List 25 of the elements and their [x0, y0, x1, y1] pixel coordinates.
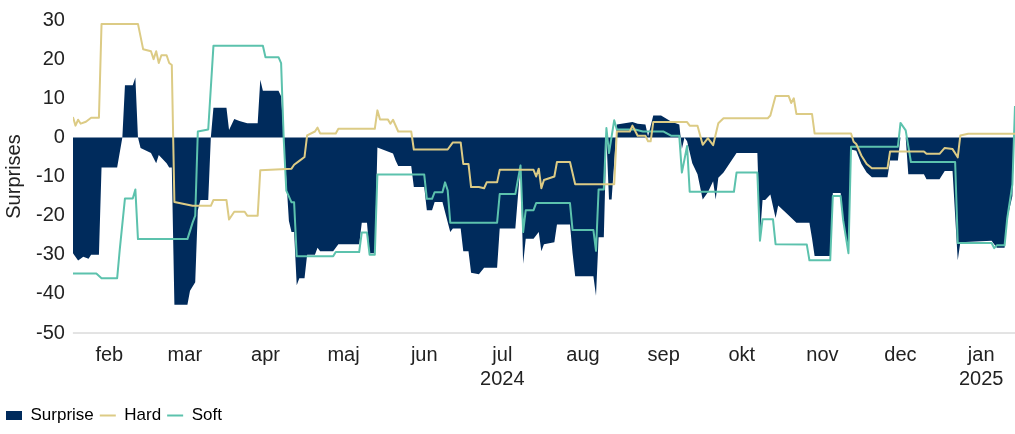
x-tick-label: nov	[806, 342, 839, 365]
legend-label: Surprise	[30, 405, 94, 425]
x-tick-label: dec	[884, 342, 917, 365]
y-tick-label: -50	[36, 320, 65, 343]
y-tick-label: -40	[36, 281, 65, 304]
y-tick-label: 30	[42, 7, 65, 30]
legend-label: Hard	[124, 405, 162, 425]
y-axis-title: Surprises	[1, 134, 24, 219]
x-tick-label: aug	[566, 342, 600, 365]
x-tick-label: jan 2025	[958, 342, 1004, 389]
y-tick-label: -20	[36, 203, 65, 226]
legend-label: Soft	[191, 405, 223, 425]
x-tick-label: maj	[327, 342, 360, 365]
x-tick-label: okt	[728, 342, 756, 365]
x-tick-label: mar	[167, 342, 203, 365]
x-tick-label: sep	[647, 342, 680, 365]
y-tick-label: 20	[42, 46, 65, 69]
x-tick-label: jul 2024	[480, 342, 525, 389]
x-tick-label: feb	[95, 342, 124, 365]
y-tick-label: 0	[53, 124, 65, 147]
x-tick-label: jun	[409, 342, 438, 365]
y-tick-label: -30	[36, 242, 65, 265]
y-tick-label: -10	[36, 164, 65, 187]
y-tick-label: 10	[42, 85, 65, 108]
x-tick-label: apr	[251, 342, 281, 365]
